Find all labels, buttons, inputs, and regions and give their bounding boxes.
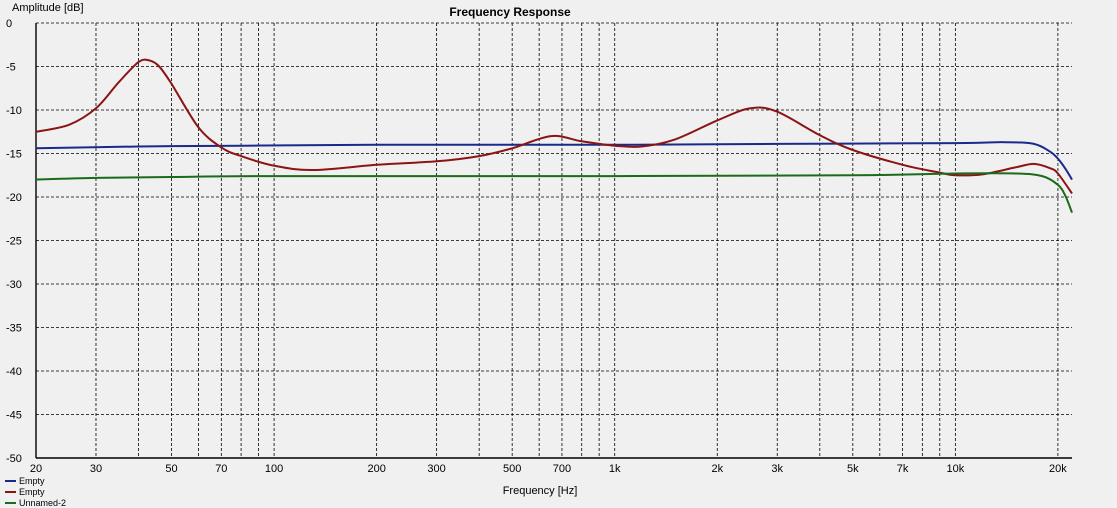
y-tick-label: -35 [6, 323, 22, 335]
y-tick-label: -20 [6, 192, 22, 204]
y-tick-labels: 0 -5 -10 -15 -20 -25 -30 -35 -40 -45 -50 [6, 18, 22, 465]
y-tick-label: -30 [6, 279, 22, 291]
series-line-1 [35, 141, 1073, 181]
x-tick-label: 100 [265, 463, 283, 475]
series-lines [35, 58, 1073, 214]
y-tick-label: -15 [6, 149, 22, 161]
x-tick-label: 5k [847, 463, 859, 475]
x-tick-label: 20k [1049, 463, 1067, 475]
x-tick-label: 7k [897, 463, 909, 475]
y-tick-label: -45 [6, 410, 22, 422]
x-tick-label: 700 [553, 463, 571, 475]
y-tick-label: -5 [6, 62, 16, 74]
x-tick-label: 3k [771, 463, 783, 475]
legend-label: Empty [19, 476, 45, 486]
x-tick-label: 2k [711, 463, 723, 475]
x-tick-label: 500 [503, 463, 521, 475]
series-line-3 [35, 172, 1073, 214]
series-line-2 [35, 58, 1073, 195]
legend-item: Empty [5, 476, 45, 486]
x-tick-label: 1k [609, 463, 621, 475]
axes [35, 23, 1072, 459]
x-axis-label: Frequency [Hz] [503, 485, 578, 497]
x-tick-label: 20 [30, 463, 42, 475]
chart-title: Frequency Response [449, 5, 571, 19]
y-tick-label: -50 [6, 453, 22, 465]
y-tick-label: -10 [6, 105, 22, 117]
legend-label: Empty [19, 487, 45, 497]
y-tick-label: 0 [6, 18, 12, 30]
x-tick-label: 10k [946, 463, 964, 475]
y-tick-label: -40 [6, 366, 22, 378]
legend-item: Unnamed-2 [5, 498, 66, 508]
y-axis-label: Amplitude [dB] [12, 2, 84, 14]
y-tick-label: -25 [6, 236, 22, 248]
x-tick-label: 200 [367, 463, 385, 475]
x-tick-label: 300 [427, 463, 445, 475]
grid-lines [36, 22, 1072, 458]
legend-label: Unnamed-2 [19, 498, 66, 508]
x-tick-label: 50 [165, 463, 177, 475]
x-tick-label: 30 [90, 463, 102, 475]
legend-item: Empty [5, 487, 45, 497]
x-tick-label: 70 [215, 463, 227, 475]
x-tick-labels: 20 30 50 70 100 200 300 500 700 1k 2k 3k 5k 7k 10k 20k [30, 463, 1067, 475]
